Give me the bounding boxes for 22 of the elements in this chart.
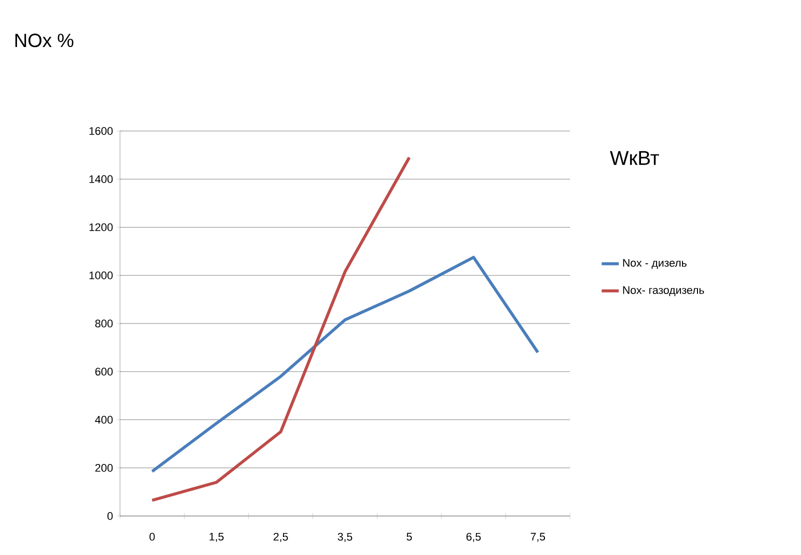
y-tick-label: 400 bbox=[95, 416, 113, 424]
y-tick-label: 1200 bbox=[89, 223, 113, 232]
legend-label: Nox - дизель bbox=[623, 259, 687, 269]
y-tick-label: 600 bbox=[95, 368, 113, 376]
x-tick-label: 2,5 bbox=[274, 532, 288, 542]
x-tick-label: 0 bbox=[150, 532, 155, 541]
line-series bbox=[150, 156, 411, 502]
y-tick-label: 800 bbox=[95, 320, 113, 328]
x-axis-title: WкВт bbox=[610, 151, 659, 165]
x-tick-label: 5 bbox=[406, 532, 412, 541]
x-tick-label: 6,5 bbox=[466, 532, 481, 542]
x-tick-label: 1,5 bbox=[210, 532, 224, 542]
line-series bbox=[150, 256, 540, 473]
y-tick-label: 200 bbox=[95, 464, 113, 472]
y-tick-label: 1600 bbox=[89, 127, 113, 135]
legend-label: Nox- газодизель bbox=[623, 286, 704, 296]
x-tick-label: 7,5 bbox=[530, 532, 546, 542]
y-tick-label: 1400 bbox=[89, 175, 113, 184]
y-tick-label: 0 bbox=[107, 512, 113, 520]
x-tick-label: 3,5 bbox=[338, 532, 352, 542]
y-axis-title: NOx % bbox=[15, 34, 74, 48]
y-tick-label: 1000 bbox=[89, 271, 113, 280]
